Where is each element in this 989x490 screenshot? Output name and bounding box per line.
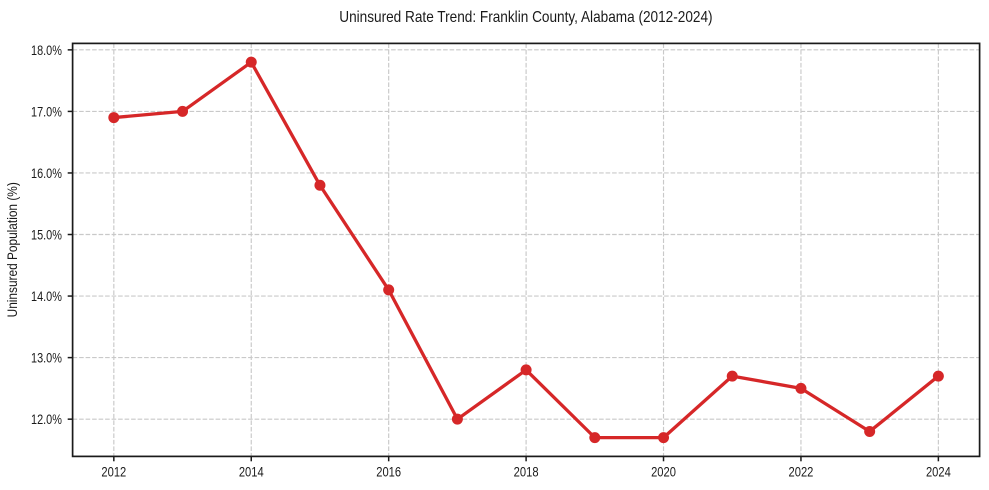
svg-text:Uninsured Rate Trend: Franklin: Uninsured Rate Trend: Franklin County, A… [339,9,712,26]
svg-text:12.0%: 12.0% [31,412,62,428]
svg-text:14.0%: 14.0% [31,289,62,305]
svg-text:2024: 2024 [926,464,951,479]
svg-text:Uninsured Population (%): Uninsured Population (%) [4,182,20,317]
svg-text:18.0%: 18.0% [31,43,62,59]
svg-text:13.0%: 13.0% [31,350,62,366]
svg-text:16.0%: 16.0% [31,166,62,182]
svg-text:17.0%: 17.0% [31,104,62,120]
svg-text:2020: 2020 [651,464,676,479]
svg-text:2016: 2016 [376,464,401,479]
svg-text:15.0%: 15.0% [31,227,62,243]
svg-text:2012: 2012 [101,464,126,479]
svg-text:2022: 2022 [789,464,814,479]
svg-text:2018: 2018 [514,464,539,479]
svg-text:2014: 2014 [239,464,264,479]
